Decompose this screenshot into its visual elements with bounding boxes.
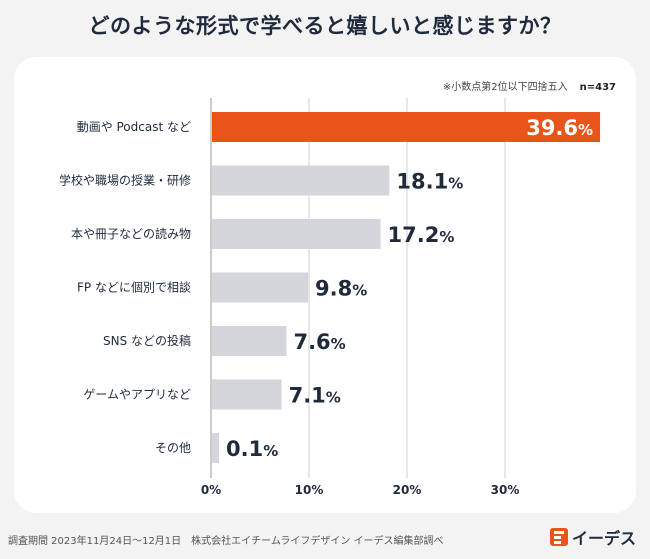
- category-label: 動画や Podcast など: [77, 120, 191, 134]
- bar: [212, 219, 381, 249]
- x-tick-label: 10%: [295, 483, 324, 497]
- bar: [212, 326, 287, 356]
- data-label: 18.1%: [396, 170, 463, 194]
- data-label: 9.8%: [315, 277, 367, 301]
- x-tick-label: 0%: [201, 483, 221, 497]
- bar: [212, 433, 219, 463]
- data-label: 0.1%: [226, 437, 278, 461]
- bar: [212, 165, 390, 196]
- bar: [212, 272, 309, 303]
- category-label: 学校や職場の授業・研修: [59, 173, 191, 188]
- x-tick-label: 20%: [393, 483, 422, 497]
- bar: [212, 112, 601, 142]
- category-label: 本や冊子などの読み物: [71, 226, 191, 241]
- sample-size: n=437: [579, 82, 616, 93]
- survey-footer: 調査期間 2023年11月24日〜12月1日 株式会社エイチームライフデザイン …: [8, 536, 444, 547]
- bar: [212, 379, 282, 410]
- x-tick-label: 30%: [491, 483, 520, 497]
- chart-title: どのような形式で学べると嬉しいと感じますか？: [88, 14, 562, 38]
- brand-name: イーデス: [571, 529, 636, 548]
- category-label: その他: [155, 441, 191, 455]
- category-label: ゲームやアプリなど: [83, 388, 191, 402]
- rounding-note: ※小数点第2位以下四捨五入: [442, 82, 568, 93]
- brand-logo-icon: [549, 528, 568, 546]
- category-label: FP などに個別で相談: [77, 280, 191, 295]
- category-label: SNS などの投稿: [103, 333, 191, 348]
- data-label: 39.6%: [526, 116, 593, 140]
- brand-logo: イーデス: [549, 525, 636, 549]
- footnote: ※小数点第2位以下四捨五入 n=437: [443, 78, 616, 93]
- data-label: 7.6%: [293, 330, 345, 354]
- data-label: 7.1%: [289, 384, 341, 408]
- data-label: 17.2%: [388, 223, 455, 247]
